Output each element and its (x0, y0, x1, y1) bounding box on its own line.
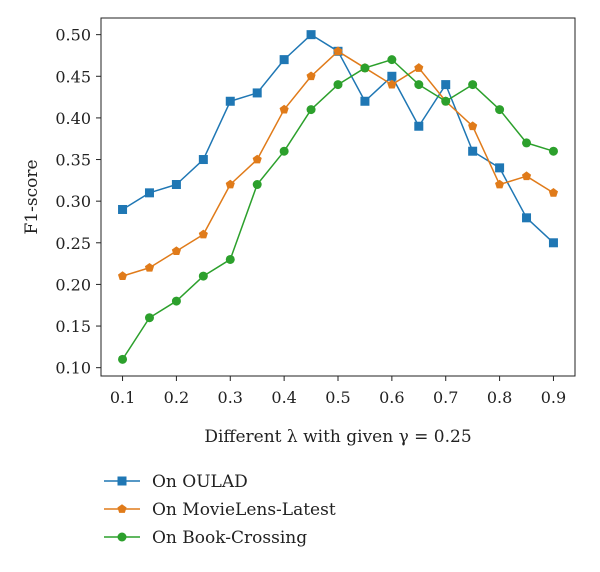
data-point-on-movielens-latest (225, 179, 235, 189)
data-point-on-movielens-latest (117, 271, 128, 280)
data-point-on-movielens-latest (279, 104, 289, 114)
data-point-on-book-crossing (333, 80, 343, 90)
data-point-on-book-crossing (414, 80, 424, 90)
data-point-on-movielens-latest (144, 262, 155, 272)
x-tick-label: 0.2 (164, 388, 189, 407)
series-layer (117, 30, 559, 364)
legend-item-on-movielens-latest: On MovieLens-Latest (104, 500, 336, 520)
y-tick-label: 0.50 (55, 26, 91, 45)
y-tick-label: 0.40 (55, 109, 91, 128)
data-point-on-book-crossing (144, 313, 154, 323)
x-tick-label: 0.3 (218, 388, 243, 407)
data-point-on-movielens-latest (495, 179, 505, 189)
y-tick-label: 0.45 (55, 67, 91, 86)
data-point-on-book-crossing (522, 138, 532, 148)
x-tick-label: 0.9 (541, 388, 566, 407)
data-point-on-book-crossing (252, 180, 262, 190)
legend-marker (117, 476, 127, 486)
data-point-on-movielens-latest (521, 171, 532, 181)
data-point-on-oulad (118, 204, 128, 214)
data-point-on-oulad (468, 146, 478, 156)
x-tick-label: 0.6 (379, 388, 404, 407)
data-point-on-movielens-latest (333, 46, 343, 56)
legend-label: On OULAD (152, 472, 248, 492)
data-point-on-book-crossing (360, 63, 370, 73)
x-tick-label: 0.4 (271, 388, 296, 407)
data-point-on-oulad (441, 80, 451, 90)
series-line-on-book-crossing (121, 58, 554, 360)
y-tick-label: 0.20 (55, 275, 91, 294)
data-point-on-book-crossing (198, 271, 208, 281)
data-point-on-oulad (252, 88, 262, 98)
data-point-on-book-crossing (468, 80, 478, 90)
y-tick-label: 0.25 (55, 234, 91, 253)
data-point-on-movielens-latest (387, 79, 397, 89)
data-point-on-movielens-latest (414, 63, 424, 72)
legend-label: On Book-Crossing (152, 528, 307, 548)
series-on-book-crossing (118, 55, 558, 364)
series-line-on-oulad (122, 33, 554, 244)
x-tick-label: 0.8 (487, 388, 512, 407)
data-point-on-book-crossing (171, 296, 181, 306)
data-point-on-oulad (144, 188, 154, 198)
data-point-on-movielens-latest (468, 121, 478, 131)
y-tick-label: 0.35 (55, 151, 91, 170)
data-point-on-oulad (279, 55, 289, 65)
data-point-on-movielens-latest (171, 246, 181, 255)
series-on-movielens-latest (117, 46, 559, 280)
data-point-on-oulad (306, 30, 316, 40)
data-point-on-book-crossing (495, 105, 505, 115)
legend-marker (117, 532, 127, 542)
data-point-on-movielens-latest (306, 71, 316, 81)
data-point-on-book-crossing (225, 254, 235, 264)
legend-label: On MovieLens-Latest (152, 500, 336, 520)
data-point-on-oulad (495, 163, 505, 173)
data-point-on-oulad (414, 121, 424, 131)
plot-frame (100, 17, 576, 377)
x-tick-label: 0.5 (325, 388, 350, 407)
data-point-on-oulad (548, 238, 558, 248)
data-point-on-movielens-latest (252, 154, 262, 164)
data-point-on-oulad (522, 213, 532, 223)
data-point-on-oulad (225, 96, 235, 106)
data-point-on-oulad (387, 71, 397, 81)
data-point-on-book-crossing (441, 96, 451, 106)
x-axis-title: Different λ with given γ = 0.25 (204, 427, 471, 447)
y-axis-ticks: 0.10 0.15 0.20 0.25 0.30 0.35 0.40 0.45 0.50 (55, 26, 101, 378)
y-tick-label: 0.15 (55, 317, 91, 336)
y-tick-label: 0.30 (55, 192, 91, 211)
series-on-oulad (118, 30, 558, 248)
data-point-on-oulad (171, 180, 181, 190)
data-point-on-book-crossing (118, 354, 128, 364)
data-point-on-oulad (360, 96, 370, 106)
data-point-on-oulad (198, 155, 208, 165)
data-point-on-book-crossing (306, 105, 316, 115)
data-point-on-movielens-latest (198, 229, 208, 239)
x-axis-ticks: 0.1 0.2 0.3 0.4 0.5 0.6 0.7 0.8 0.9 (110, 376, 566, 407)
data-point-on-movielens-latest (548, 188, 559, 197)
legend-marker (117, 504, 127, 513)
x-tick-label: 0.7 (433, 388, 458, 407)
y-tick-label: 0.10 (55, 359, 91, 378)
legend-item-on-oulad: On OULAD (104, 472, 248, 492)
x-tick-label: 0.1 (110, 388, 135, 407)
legend: On OULAD On MovieLens-Latest On Book-Cross… (104, 472, 336, 548)
data-point-on-book-crossing (279, 146, 289, 156)
data-point-on-book-crossing (548, 146, 558, 156)
data-point-on-book-crossing (387, 55, 397, 65)
legend-item-on-book-crossing: On Book-Crossing (104, 528, 307, 548)
y-axis-title: F1-score (22, 159, 42, 234)
